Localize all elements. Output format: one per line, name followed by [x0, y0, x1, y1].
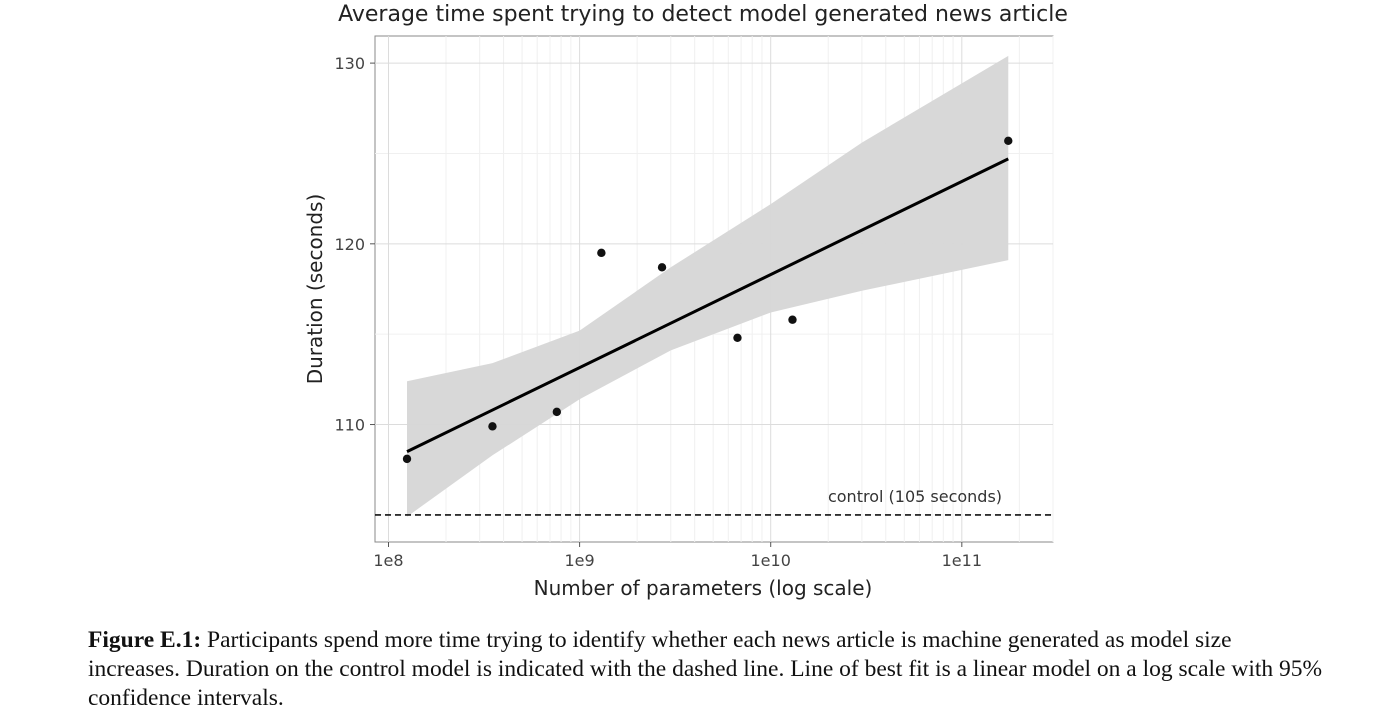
control-layer: control (105 seconds): [375, 487, 1053, 516]
chart: Average time spent trying to detect mode…: [303, 2, 1068, 600]
x-axis-label: Number of parameters (log scale): [534, 576, 873, 600]
data-point: [788, 315, 797, 324]
data-point: [1004, 136, 1013, 146]
y-tick-label: 130: [334, 54, 365, 73]
figure-caption: Figure E.1: Participants spend more time…: [88, 626, 1328, 713]
chart-title: Average time spent trying to detect mode…: [338, 2, 1068, 27]
fit-line-layer: [406, 157, 1009, 453]
data-point: [733, 333, 742, 342]
x-tick-label: 1e10: [751, 551, 791, 570]
caption-text: Participants spend more time trying to i…: [88, 627, 1323, 711]
confidence-band: [407, 55, 1009, 517]
caption-label: Figure E.1:: [88, 627, 202, 653]
data-point: [552, 407, 562, 417]
data-point: [488, 422, 497, 431]
y-tick-label: 120: [334, 235, 365, 254]
fit-line: [406, 157, 1009, 453]
y-axis-label: Duration (seconds): [303, 194, 327, 385]
x-tick-label: 1e9: [564, 551, 594, 570]
data-point: [402, 454, 412, 464]
confidence-band-layer: [407, 55, 1009, 517]
y-ticks: 110 120 130: [334, 54, 375, 435]
control-label: control (105 seconds): [828, 487, 1002, 506]
data-point: [597, 248, 606, 258]
x-tick-label: 1e8: [373, 551, 403, 570]
data-point: [657, 263, 667, 272]
points-layer: [402, 136, 1013, 464]
y-tick-label: 110: [334, 416, 365, 435]
x-tick-label: 1e11: [942, 551, 982, 570]
x-ticks: 1e8 1e9 1e10 1e11: [373, 542, 982, 570]
